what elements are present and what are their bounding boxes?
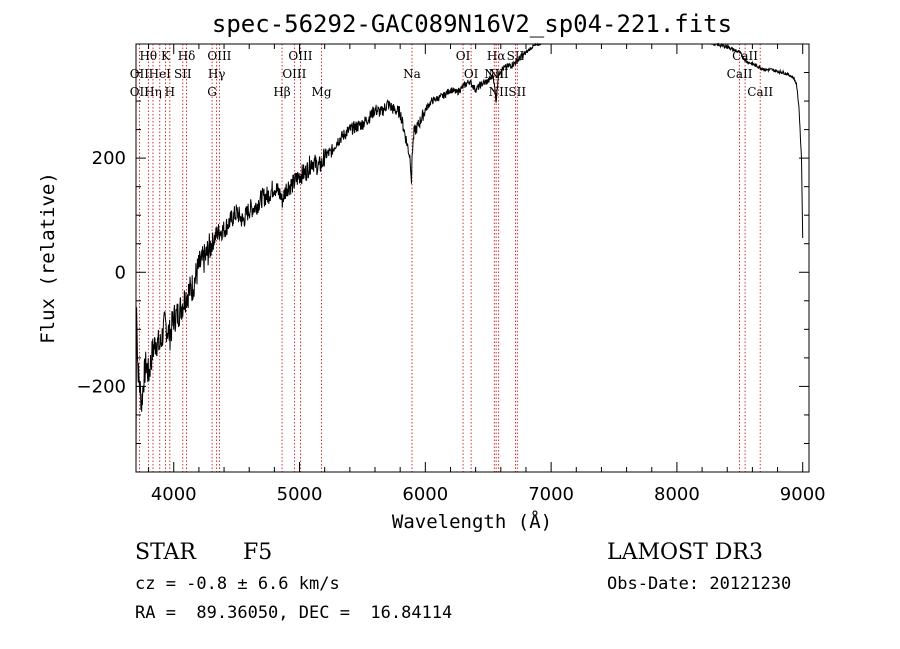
line-marker-label-2: Hδ xyxy=(178,49,196,63)
y-tick-label-200: 200 xyxy=(92,148,126,169)
line-marker-label-27: CaII xyxy=(747,85,773,99)
redshift-text: cz = -0.8 ± 6.6 km/s xyxy=(135,574,340,594)
line-marker-label-24: SII xyxy=(508,85,526,99)
line-marker-label-0: Hθ xyxy=(139,49,157,63)
y-tick-label--200: −200 xyxy=(77,376,126,397)
line-marker-label-18: OI xyxy=(464,67,479,81)
line-marker-label-19: Hα xyxy=(487,49,506,63)
chart-title: spec-56292-GAC089N16V2_sp04-221.fits xyxy=(212,10,732,38)
line-marker-label-23: NII xyxy=(489,85,509,99)
line-marker-label-10: Hγ xyxy=(208,67,226,81)
y-axis-label: Flux (relative) xyxy=(37,172,59,344)
spectrum-line xyxy=(135,42,804,461)
x-tick-label-6000: 6000 xyxy=(402,484,448,505)
object-subclass: F5 xyxy=(243,540,273,565)
x-tick-label-4000: 4000 xyxy=(151,484,197,505)
line-marker-label-7: Hη xyxy=(144,85,162,99)
line-marker-label-13: OIII xyxy=(282,67,306,81)
line-marker-label-11: G xyxy=(207,85,217,99)
y-tick-label-0: 0 xyxy=(115,262,126,283)
y-axis-ticks: −200 0 200 xyxy=(77,72,809,444)
line-marker-label-17: OI xyxy=(456,49,471,63)
line-marker-label-1: K xyxy=(161,49,171,63)
spectrum-series xyxy=(135,42,804,461)
obs-date: Obs-Date: 20121230 xyxy=(607,574,792,594)
object-class: STAR xyxy=(135,540,196,565)
x-axis-ticks: 4000 5000 6000 7000 8000 9000 xyxy=(148,44,826,505)
line-marker-label-15: Mg xyxy=(312,85,332,99)
line-marker-label-16: Na xyxy=(403,67,421,81)
line-marker-label-8: H xyxy=(165,85,175,99)
x-tick-label-9000: 9000 xyxy=(780,484,826,505)
x-tick-label-7000: 7000 xyxy=(528,484,574,505)
line-marker-label-26: CaII xyxy=(727,67,753,81)
coordinates-text: RA = 89.36050, DEC = 16.84114 xyxy=(135,603,453,623)
line-marker-label-12: OIII xyxy=(288,49,312,63)
x-tick-label-8000: 8000 xyxy=(654,484,700,505)
x-axis-label: Wavelength (Å) xyxy=(392,510,552,533)
x-tick-label-5000: 5000 xyxy=(277,484,323,505)
line-marker-label-5: SII xyxy=(174,67,192,81)
line-marker-label-6: OII xyxy=(130,85,150,99)
line-marker-label-4: HeI xyxy=(149,67,172,81)
survey-name: LAMOST DR3 xyxy=(607,540,763,565)
line-marker-label-3: OII xyxy=(130,67,150,81)
plot-frame xyxy=(135,43,810,473)
line-marker-label-14: Hβ xyxy=(273,85,290,99)
line-marker-label-9: OIII xyxy=(207,49,231,63)
